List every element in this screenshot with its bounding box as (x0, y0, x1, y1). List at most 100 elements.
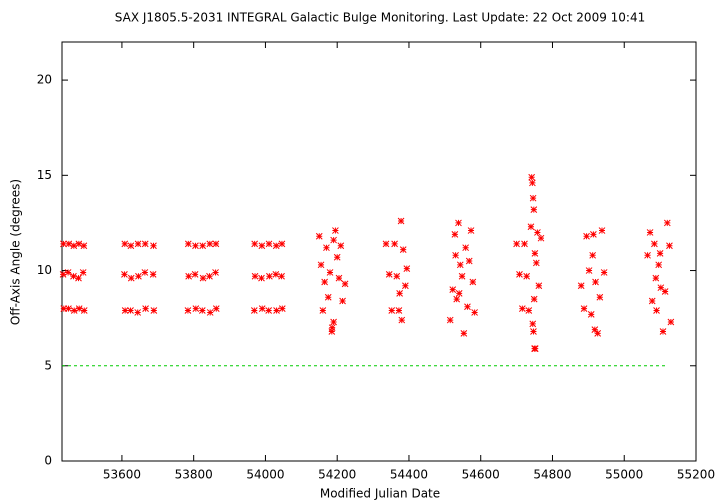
data-point (580, 305, 588, 312)
data-point (121, 307, 129, 314)
data-point (646, 229, 654, 236)
data-point (278, 240, 286, 248)
x-axis-label: Modified Julian Date (320, 487, 440, 501)
data-point (206, 240, 214, 248)
plot-frame (61, 41, 697, 462)
data-point (530, 328, 537, 335)
data-point (80, 307, 88, 314)
data-point (396, 290, 403, 297)
data-point (328, 324, 336, 332)
data-point (199, 274, 207, 282)
data-point (65, 305, 72, 312)
data-point (585, 267, 593, 274)
data-point (391, 240, 398, 248)
data-point (395, 307, 403, 314)
data-point (535, 282, 543, 290)
data-point (651, 240, 658, 248)
data-point (206, 272, 213, 280)
data-point (393, 272, 401, 280)
data-point (134, 240, 142, 248)
data-point (150, 242, 157, 250)
data-point (315, 232, 323, 240)
data-point (266, 272, 273, 280)
data-point (600, 269, 608, 276)
data-point (577, 282, 585, 290)
data-point (265, 307, 273, 314)
data-point (531, 250, 539, 257)
data-point (185, 272, 193, 280)
data-point (523, 272, 530, 280)
data-point (64, 269, 72, 276)
data-point (75, 274, 82, 282)
data-point (403, 265, 411, 272)
data-point (258, 274, 265, 282)
data-point (278, 305, 286, 312)
data-point (79, 269, 87, 276)
data-point (661, 288, 669, 295)
data-point (206, 309, 214, 316)
data-point (121, 271, 128, 278)
data-point (592, 278, 599, 286)
data-point (527, 223, 535, 231)
data-point (667, 318, 675, 326)
data-point (462, 244, 470, 252)
data-point (530, 206, 538, 213)
x-tick-label: 54000 (246, 468, 284, 482)
y-tick-label: 15 (37, 168, 52, 182)
x-tick-label: 54800 (533, 468, 571, 482)
data-point (337, 242, 345, 250)
y-axis-label: Off-Axis Angle (degrees) (9, 179, 23, 325)
data-point (323, 244, 330, 252)
data-point (399, 246, 407, 253)
data-point (455, 290, 463, 297)
data-point (70, 307, 78, 314)
data-point (60, 305, 68, 312)
data-point (192, 305, 200, 312)
data-point (451, 231, 459, 238)
data-point (317, 261, 325, 269)
data-point (127, 274, 135, 282)
data-point (521, 240, 528, 248)
data-point (127, 242, 135, 250)
data-point (513, 240, 520, 248)
data-point (141, 269, 149, 276)
data-point (398, 316, 406, 324)
data-point (339, 297, 346, 305)
data-point (456, 261, 464, 269)
data-point (212, 305, 220, 312)
data-point (467, 227, 475, 234)
data-point (60, 240, 67, 248)
data-point (65, 240, 73, 248)
data-point (529, 194, 537, 202)
data-point (184, 307, 192, 314)
data-point (272, 242, 280, 250)
data-point (453, 295, 461, 303)
x-tick-label: 53600 (103, 468, 141, 482)
x-tick-label: 54600 (462, 468, 500, 482)
data-point (655, 261, 663, 269)
data-point (657, 284, 665, 292)
x-tick-label: 55200 (677, 468, 715, 482)
data-point (212, 240, 220, 248)
data-point (666, 242, 673, 250)
data-point (142, 305, 149, 312)
data-point (469, 278, 477, 286)
data-point (382, 240, 390, 248)
data-point (250, 307, 258, 314)
data-point (184, 240, 192, 248)
data-point (70, 272, 77, 280)
data-point (135, 272, 142, 280)
data-point (80, 242, 88, 250)
data-point (75, 240, 83, 248)
data-point (644, 251, 651, 259)
data-point (150, 307, 158, 314)
data-point (598, 227, 606, 234)
data-point (324, 293, 332, 301)
data-point (326, 269, 334, 276)
data-point (335, 274, 343, 282)
data-point (663, 219, 671, 227)
data-point (525, 307, 533, 314)
data-point (529, 320, 537, 328)
data-point (656, 250, 664, 257)
